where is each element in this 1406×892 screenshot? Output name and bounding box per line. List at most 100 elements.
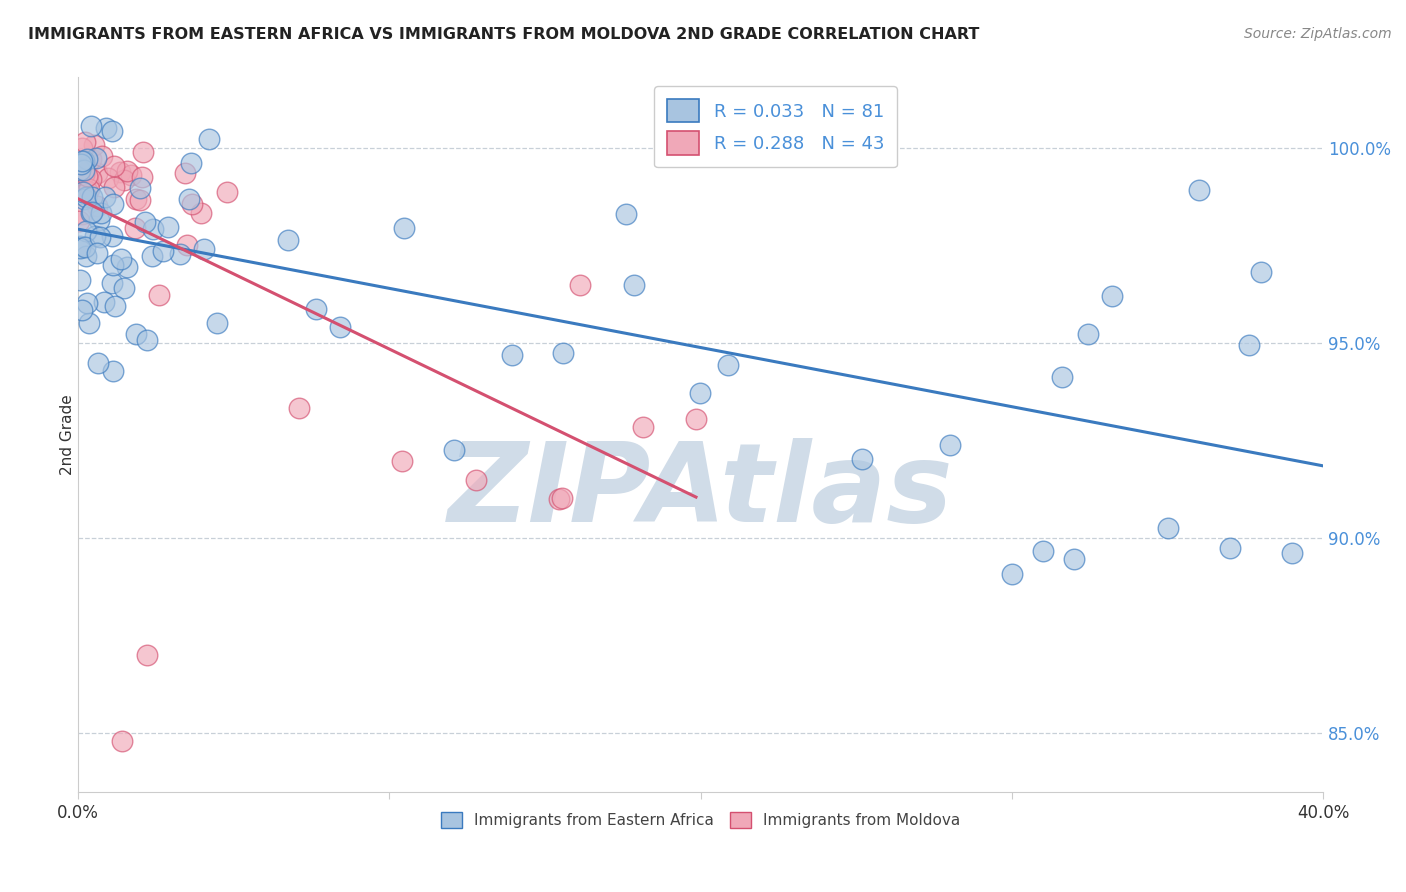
Point: [623, 277, 645, 292]
Point: [198, 131, 221, 145]
Point: [76, 185, 98, 199]
Point: [103, 364, 125, 378]
Point: [148, 288, 170, 302]
Point: [80, 206, 103, 220]
Point: [391, 454, 413, 468]
Point: [70, 207, 93, 221]
Point: [75, 190, 97, 204]
Point: [193, 242, 215, 256]
Point: [1052, 370, 1074, 384]
Point: [633, 420, 655, 434]
Point: [176, 237, 198, 252]
Point: [501, 348, 523, 362]
Point: [179, 192, 201, 206]
Point: [69, 241, 91, 255]
Point: [135, 333, 157, 347]
Point: [551, 346, 574, 360]
Point: [101, 229, 124, 244]
Point: [851, 451, 873, 466]
Point: [394, 221, 416, 235]
Point: [1156, 521, 1178, 535]
Point: [329, 319, 352, 334]
Point: [72, 302, 94, 317]
Point: [156, 219, 179, 234]
Text: ZIPAtlas: ZIPAtlas: [449, 438, 953, 545]
Point: [86, 199, 108, 213]
Point: [1077, 326, 1099, 341]
Point: [108, 165, 131, 179]
Point: [69, 239, 91, 253]
Point: [70, 141, 93, 155]
Point: [103, 159, 125, 173]
Point: [174, 166, 197, 180]
Point: [97, 171, 120, 186]
Point: [76, 153, 98, 167]
Point: [180, 197, 202, 211]
Point: [1239, 338, 1261, 352]
Point: [124, 192, 146, 206]
Point: [1001, 566, 1024, 581]
Point: [464, 473, 486, 487]
Point: [93, 294, 115, 309]
Point: [129, 193, 152, 207]
Point: [94, 190, 117, 204]
Point: [73, 192, 96, 206]
Point: [91, 149, 114, 163]
Point: [73, 167, 96, 181]
Point: [551, 491, 574, 506]
Point: [80, 152, 103, 166]
Point: [124, 327, 146, 342]
Point: [215, 185, 238, 199]
Point: [117, 260, 139, 274]
Point: [86, 245, 108, 260]
Point: [94, 120, 117, 135]
Point: [1063, 552, 1085, 566]
Point: [70, 154, 93, 169]
Point: [87, 356, 110, 370]
Point: [548, 492, 571, 507]
Point: [1032, 544, 1054, 558]
Point: [73, 162, 96, 177]
Point: [134, 215, 156, 229]
Point: [112, 173, 135, 187]
Point: [128, 181, 150, 195]
Point: [80, 190, 103, 204]
Point: [131, 170, 153, 185]
Y-axis label: 2nd Grade: 2nd Grade: [59, 394, 75, 475]
Point: [117, 163, 139, 178]
Point: [84, 228, 107, 243]
Point: [89, 230, 111, 244]
Point: [938, 437, 960, 451]
Point: [75, 249, 97, 263]
Point: [277, 234, 299, 248]
Point: [101, 196, 124, 211]
Point: [103, 179, 125, 194]
Point: [152, 244, 174, 258]
Text: Source: ZipAtlas.com: Source: ZipAtlas.com: [1244, 27, 1392, 41]
Point: [443, 442, 465, 457]
Point: [141, 249, 163, 263]
Point: [142, 222, 165, 236]
Point: [1219, 541, 1241, 555]
Point: [90, 205, 112, 219]
Legend: Immigrants from Eastern Africa, Immigrants from Moldova: Immigrants from Eastern Africa, Immigran…: [434, 806, 966, 834]
Point: [80, 171, 103, 186]
Point: [124, 221, 146, 235]
Point: [190, 206, 212, 220]
Point: [84, 151, 107, 165]
Point: [1250, 265, 1272, 279]
Point: [73, 153, 96, 168]
Text: IMMIGRANTS FROM EASTERN AFRICA VS IMMIGRANTS FROM MOLDOVA 2ND GRADE CORRELATION : IMMIGRANTS FROM EASTERN AFRICA VS IMMIGR…: [28, 27, 980, 42]
Point: [1281, 546, 1303, 560]
Point: [67, 168, 90, 182]
Point: [86, 166, 108, 180]
Point: [101, 258, 124, 272]
Point: [169, 247, 191, 261]
Point: [1101, 288, 1123, 302]
Point: [69, 157, 91, 171]
Point: [207, 316, 229, 330]
Point: [76, 296, 98, 310]
Point: [1188, 183, 1211, 197]
Point: [73, 136, 96, 150]
Point: [69, 273, 91, 287]
